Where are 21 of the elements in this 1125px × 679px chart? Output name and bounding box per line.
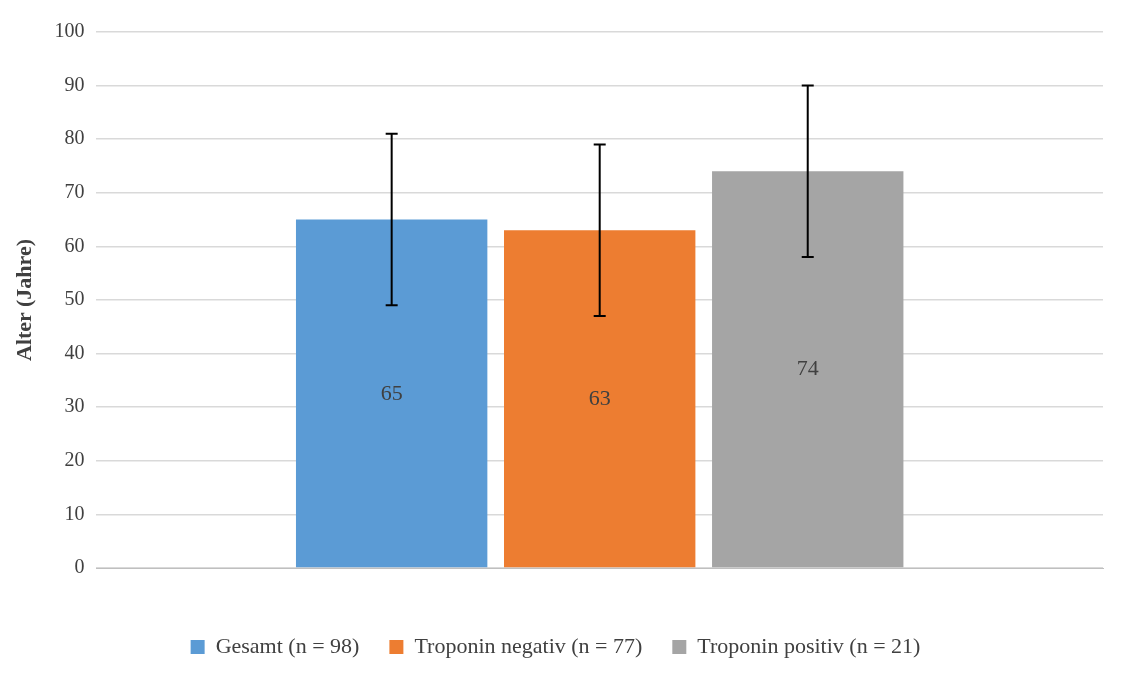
legend-label: Troponin positiv (n = 21)	[697, 632, 921, 658]
y-tick-label: 80	[64, 126, 85, 149]
data-label: 74	[796, 355, 819, 381]
y-tick-label: 100	[54, 19, 85, 42]
y-tick-label: 40	[64, 340, 85, 363]
y-tick-label: 60	[64, 233, 85, 256]
legend-label: Troponin negativ (n = 77)	[414, 632, 643, 658]
data-label: 63	[588, 384, 611, 410]
y-tick-label: 20	[64, 448, 85, 471]
bar	[712, 171, 904, 568]
y-tick-label: 50	[64, 287, 85, 310]
bar	[295, 219, 488, 568]
y-tick-label: 10	[64, 501, 85, 524]
y-tick-label: 0	[74, 555, 85, 578]
y-tick-label: 90	[64, 72, 85, 95]
y-tick-label: 30	[64, 394, 85, 417]
data-label: 65	[380, 379, 403, 405]
bar	[504, 230, 696, 568]
legend-label: Gesamt (n = 98)	[215, 632, 360, 658]
y-axis-title: Alter (Jahre)	[10, 239, 36, 361]
y-tick-label: 70	[64, 180, 85, 203]
